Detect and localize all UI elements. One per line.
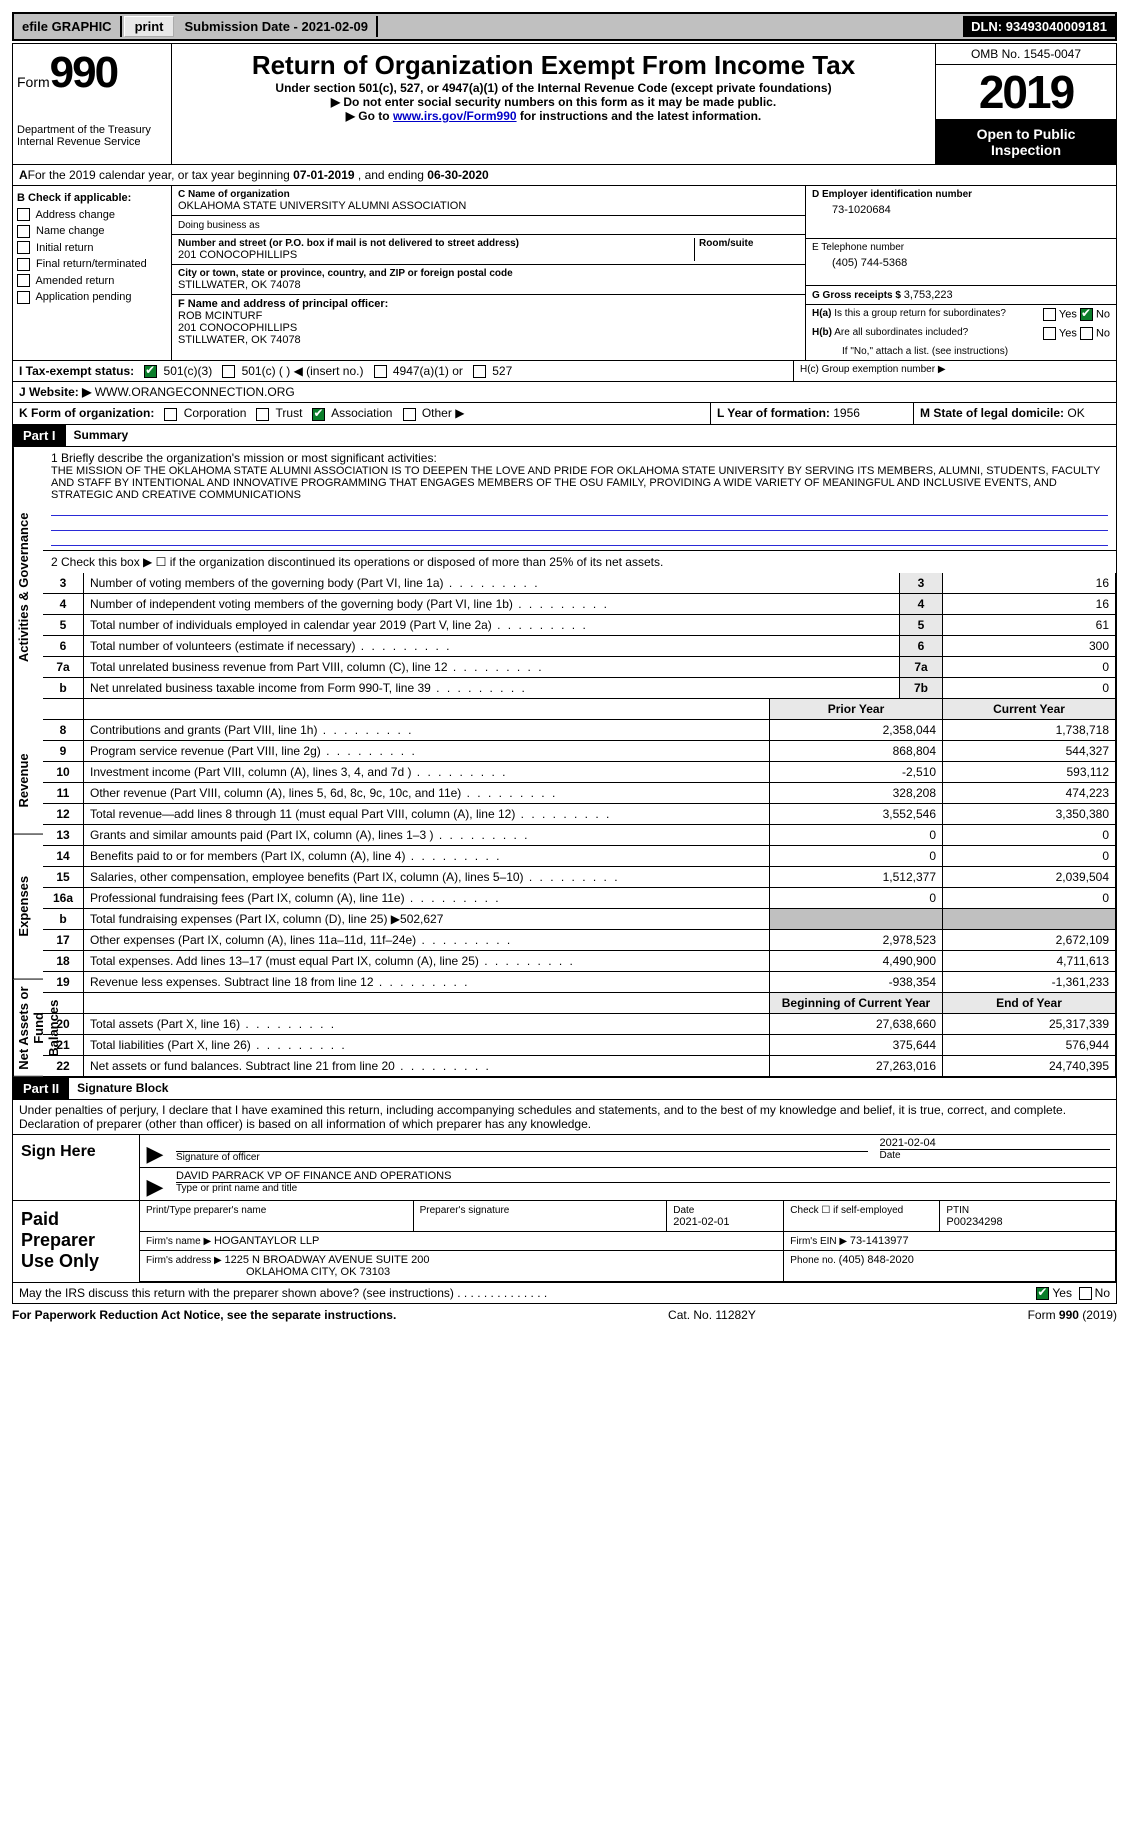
form-subtitle: Under section 501(c), 527, or 4947(a)(1)… xyxy=(178,81,929,95)
line-9: 9Program service revenue (Part VIII, lin… xyxy=(43,740,1116,761)
signature-arrow-icon: ▶ xyxy=(140,1135,170,1167)
tax-year: 2019 xyxy=(936,65,1116,120)
dln: DLN: 93493040009181 xyxy=(963,16,1115,37)
q1-mission: THE MISSION OF THE OKLAHOMA STATE ALUMNI… xyxy=(51,465,1108,501)
line-22: 22Net assets or fund balances. Subtract … xyxy=(43,1055,1116,1076)
dept-irs: Internal Revenue Service xyxy=(17,136,167,148)
perjury-text: Under penalties of perjury, I declare th… xyxy=(12,1100,1117,1135)
efile-label: efile GRAPHIC xyxy=(14,16,122,37)
line-16a: 16aProfessional fundraising fees (Part I… xyxy=(43,887,1116,908)
line-a: AFor the 2019 calendar year, or tax year… xyxy=(12,165,1117,186)
line-10: 10Investment income (Part VIII, column (… xyxy=(43,761,1116,782)
line-20: 20Total assets (Part X, line 16)27,638,6… xyxy=(43,1013,1116,1034)
goto-link: Go to www.irs.gov/Form990 for instructio… xyxy=(178,109,929,123)
part-1-header: Part I Summary xyxy=(12,425,1117,447)
topbar: efile GRAPHIC print Submission Date - 20… xyxy=(12,12,1117,41)
discuss-row: May the IRS discuss this return with the… xyxy=(12,1283,1117,1304)
page-footer: For Paperwork Reduction Act Notice, see … xyxy=(12,1304,1117,1326)
line-5: 5Total number of individuals employed in… xyxy=(43,614,1116,635)
dba-cell: Doing business as xyxy=(172,216,805,235)
vlabel-netassets: Net Assets or Fund Balances xyxy=(13,980,43,1077)
line-b: bTotal fundraising expenses (Part IX, co… xyxy=(43,908,1116,929)
line-12: 12Total revenue—add lines 8 through 11 (… xyxy=(43,803,1116,824)
line-3: 3Number of voting members of the governi… xyxy=(43,573,1116,594)
org-name-cell: C Name of organization OKLAHOMA STATE UN… xyxy=(172,186,805,216)
row-i-tax-status: I Tax-exempt status: 501(c)(3) 501(c) ( … xyxy=(12,361,1117,382)
part-2-header: Part II Signature Block xyxy=(12,1078,1117,1100)
submission-date: Submission Date - 2021-02-09 xyxy=(176,16,378,37)
line-4: 4Number of independent voting members of… xyxy=(43,593,1116,614)
checkbox-initial-return[interactable]: Initial return xyxy=(17,240,167,257)
omb-number: OMB No. 1545-0047 xyxy=(936,44,1116,65)
revenue-expense-table: Prior YearCurrent Year 8Contributions an… xyxy=(43,699,1116,1077)
line-7b: bNet unrelated business taxable income f… xyxy=(43,677,1116,698)
vlabel-activities: Activities & Governance xyxy=(13,447,43,728)
topbar-fill xyxy=(378,24,963,30)
address-cell: Number and street (or P.O. box if mail i… xyxy=(172,235,805,265)
ssn-warning: Do not enter social security numbers on … xyxy=(178,95,929,109)
line-14: 14Benefits paid to or for members (Part … xyxy=(43,845,1116,866)
gross-receipts-cell: G Gross receipts $ 3,753,223 xyxy=(806,286,1116,305)
ein-cell: D Employer identification number 73-1020… xyxy=(806,186,1116,239)
line-13: 13Grants and similar amounts paid (Part … xyxy=(43,824,1116,845)
main-block: B Check if applicable: Address change Na… xyxy=(12,186,1117,361)
hc-cell: H(c) Group exemption number ▶ xyxy=(793,361,1116,381)
vlabel-revenue: Revenue xyxy=(13,728,43,835)
line-8: 8Contributions and grants (Part VIII, li… xyxy=(43,719,1116,740)
city-cell: City or town, state or province, country… xyxy=(172,265,805,295)
form-title: Return of Organization Exempt From Incom… xyxy=(178,50,929,81)
line-11: 11Other revenue (Part VIII, column (A), … xyxy=(43,782,1116,803)
line-17: 17Other expenses (Part IX, column (A), l… xyxy=(43,929,1116,950)
line-21: 21Total liabilities (Part X, line 26)375… xyxy=(43,1034,1116,1055)
q1-label: 1 Briefly describe the organization's mi… xyxy=(51,451,1108,465)
line-18: 18Total expenses. Add lines 13–17 (must … xyxy=(43,950,1116,971)
state-domicile: M State of legal domicile: OK xyxy=(913,403,1116,423)
line-19: 19Revenue less expenses. Subtract line 1… xyxy=(43,971,1116,992)
checkbox-application-pending[interactable]: Application pending xyxy=(17,289,167,306)
paid-preparer-block: Paid Preparer Use Only Print/Type prepar… xyxy=(12,1201,1117,1283)
name-arrow-icon: ▶ xyxy=(140,1168,170,1200)
officer-cell: F Name and address of principal officer:… xyxy=(172,295,805,349)
governance-table: 3Number of voting members of the governi… xyxy=(43,573,1116,699)
line-6: 6Total number of volunteers (estimate if… xyxy=(43,635,1116,656)
line-7a: 7aTotal unrelated business revenue from … xyxy=(43,656,1116,677)
row-k-form-org: K Form of organization: Corporation Trus… xyxy=(12,403,1117,424)
part1-body: Activities & Governance Revenue Expenses… xyxy=(12,447,1117,1078)
form-header: Form990 Department of the Treasury Inter… xyxy=(12,43,1117,165)
hb-cell: H(b) Are all subordinates included? Yes … xyxy=(806,324,1116,343)
year-formation: L Year of formation: 1956 xyxy=(710,403,913,423)
q2-checkbox-line: 2 Check this box ▶ ☐ if the organization… xyxy=(43,551,1116,573)
col-b-checkboxes: B Check if applicable: Address change Na… xyxy=(13,186,172,360)
hb-note: If "No," attach a list. (see instruction… xyxy=(806,343,1116,360)
irs-url[interactable]: www.irs.gov/Form990 xyxy=(393,109,517,123)
checkbox-final-return-terminated[interactable]: Final return/terminated xyxy=(17,256,167,273)
row-j-website: J Website: ▶ WWW.ORANGECONNECTION.ORG xyxy=(12,382,1117,403)
checkbox-name-change[interactable]: Name change xyxy=(17,223,167,240)
ha-cell: H(a) Is this a group return for subordin… xyxy=(806,305,1116,324)
dept-treasury: Department of the Treasury xyxy=(17,124,167,136)
print-button[interactable]: print xyxy=(124,16,175,37)
phone-cell: E Telephone number (405) 744-5368 xyxy=(806,239,1116,286)
vlabel-expenses: Expenses xyxy=(13,834,43,980)
line-15: 15Salaries, other compensation, employee… xyxy=(43,866,1116,887)
checkbox-address-change[interactable]: Address change xyxy=(17,207,167,224)
sign-here-block: Sign Here ▶ Signature of officer 2021-02… xyxy=(12,1135,1117,1201)
open-inspection: Open to Public Inspection xyxy=(936,120,1116,164)
checkbox-amended-return[interactable]: Amended return xyxy=(17,273,167,290)
